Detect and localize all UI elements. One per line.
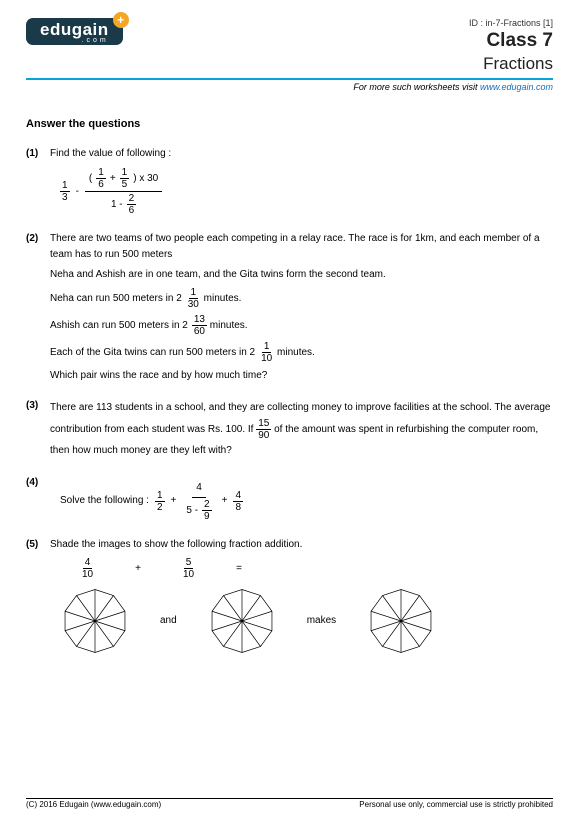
- q5-fraction-row: 410 + 510 =: [80, 557, 553, 580]
- and-label: and: [160, 613, 177, 629]
- q2-gita: Each of the Gita twins can run 500 meter…: [50, 341, 553, 364]
- question-number: (5): [26, 537, 50, 656]
- q2-p2: Neha and Ashish are in one team, and the…: [50, 267, 553, 283]
- decagon-icon: [366, 586, 436, 656]
- worksheet-id: ID : in-7-Fractions [1]: [469, 18, 553, 28]
- fraction: 1 3: [60, 180, 70, 203]
- makes-label: makes: [307, 613, 336, 629]
- footer-left: (C) 2016 Edugain (www.edugain.com): [26, 800, 161, 809]
- question-text: Find the value of following :: [50, 146, 553, 162]
- decagon-icon: [207, 586, 277, 656]
- class-title: Class 7: [469, 30, 553, 52]
- complex-fraction: ( 16 + 15 ) x 30 1 - 26: [85, 166, 162, 217]
- visit-link[interactable]: www.edugain.com: [480, 82, 553, 92]
- footer-right: Personal use only, commercial use is str…: [359, 800, 553, 809]
- question-2: (2) There are two teams of two people ea…: [26, 231, 553, 388]
- question-number: (2): [26, 231, 50, 388]
- q2-p1: There are two teams of two people each c…: [50, 231, 553, 263]
- footer: (C) 2016 Edugain (www.edugain.com) Perso…: [26, 798, 553, 809]
- logo: + edugain .com: [26, 18, 123, 45]
- q1-expression: 1 3 - ( 16 + 15 ) x 30 1 - 26: [60, 166, 553, 217]
- topic-title: Fractions: [469, 54, 553, 74]
- question-5: (5) Shade the images to show the followi…: [26, 537, 553, 656]
- question-number: (4): [26, 475, 50, 527]
- decagon-row: and makes: [60, 586, 553, 656]
- q2-ashish: Ashish can run 500 meters in 2 1360 minu…: [50, 314, 553, 337]
- header: + edugain .com ID : in-7-Fractions [1] C…: [26, 18, 553, 74]
- question-number: (3): [26, 398, 50, 465]
- header-right: ID : in-7-Fractions [1] Class 7 Fraction…: [469, 18, 553, 74]
- visit-line: For more such worksheets visit www.eduga…: [26, 82, 553, 92]
- q3-text: There are 113 students in a school, and …: [50, 398, 553, 461]
- question-4: (4) Solve the following : 12 + 4 5 - 29 …: [26, 475, 553, 527]
- q2-p3: Which pair wins the race and by how much…: [50, 368, 553, 384]
- section-title: Answer the questions: [26, 118, 553, 130]
- question-1: (1) Find the value of following : 1 3 - …: [26, 146, 553, 221]
- visit-prefix: For more such worksheets visit: [353, 82, 480, 92]
- q4-expression: Solve the following : 12 + 4 5 - 29 + 48: [60, 479, 553, 523]
- decagon-icon: [60, 586, 130, 656]
- logo-text: edugain: [40, 21, 109, 38]
- complex-fraction: 4 5 - 29: [182, 479, 215, 523]
- question-3: (3) There are 113 students in a school, …: [26, 398, 553, 465]
- question-number: (1): [26, 146, 50, 221]
- logo-plus-icon: +: [113, 12, 129, 28]
- q5-text: Shade the images to show the following f…: [50, 537, 553, 553]
- header-rule: [26, 78, 553, 80]
- q2-neha: Neha can run 500 meters in 2 130 minutes…: [50, 287, 553, 310]
